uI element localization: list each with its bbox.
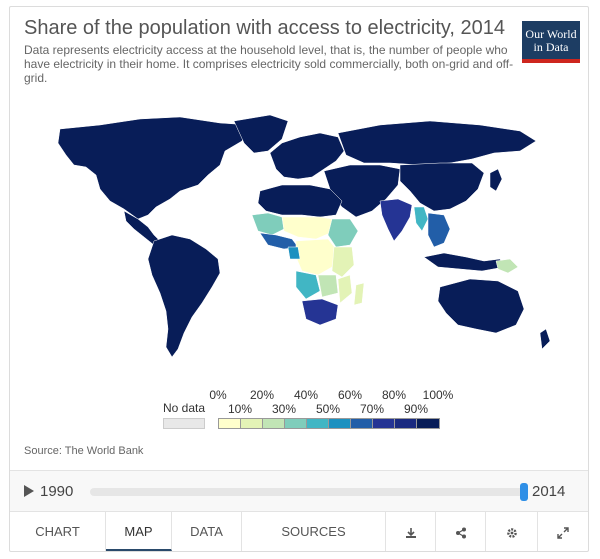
region-australia[interactable]	[437, 278, 525, 334]
legend-label-80: 80%	[381, 388, 407, 402]
region-sahel[interactable]	[281, 216, 333, 240]
region-europe[interactable]	[269, 132, 345, 180]
legend-bin-8	[395, 419, 417, 428]
legend-bin-4	[307, 419, 329, 428]
region-east-asia[interactable]	[399, 162, 485, 212]
region-angola[interactable]	[295, 270, 321, 300]
share-button[interactable]	[436, 512, 486, 551]
legend-bin-1	[241, 419, 263, 428]
legend-bin-3	[285, 419, 307, 428]
gear-icon	[506, 527, 517, 538]
download-icon	[405, 527, 416, 538]
world-map[interactable]	[20, 107, 580, 377]
region-kenya-tanzania[interactable]	[331, 246, 355, 278]
legend-color-bins	[218, 418, 440, 429]
legend-bin-5	[329, 419, 351, 428]
region-india[interactable]	[379, 198, 413, 242]
owid-logo[interactable]: Our World in Data	[522, 21, 580, 63]
chart-title: Share of the population with access to e…	[24, 17, 506, 39]
timeline-end-year: 2014	[532, 483, 566, 500]
legend-label-10: 10%	[227, 402, 253, 416]
tab-bar: CHART MAP DATA SOURCES	[10, 511, 588, 551]
chart-frame: Share of the population with access to e…	[9, 6, 589, 552]
region-central-africa[interactable]	[295, 238, 337, 276]
region-east-africa[interactable]	[327, 218, 359, 248]
expand-button[interactable]	[538, 512, 588, 551]
region-zambia[interactable]	[317, 274, 339, 298]
legend-no-data-swatch	[163, 418, 205, 429]
region-papua-new-guinea[interactable]	[495, 258, 519, 274]
legend-bin-2	[263, 419, 285, 428]
region-myanmar[interactable]	[413, 206, 429, 232]
legend-label-50: 50%	[315, 402, 341, 416]
timeline-track[interactable]	[90, 488, 524, 496]
chart-subtitle: Data represents electricity access at th…	[24, 43, 514, 85]
expand-icon	[557, 526, 569, 539]
legend-label-40: 40%	[293, 388, 319, 402]
legend-bin-9	[417, 419, 439, 428]
share-icon	[455, 527, 466, 539]
timeline-handle[interactable]	[520, 483, 528, 501]
region-mozambique[interactable]	[337, 274, 353, 304]
legend-bin-6	[351, 419, 373, 428]
tab-sources[interactable]: SOURCES	[242, 512, 386, 551]
source-note: Source: The World Bank	[24, 445, 144, 457]
tab-data[interactable]: DATA	[172, 512, 242, 551]
legend-label-100: 100%	[422, 388, 454, 402]
logo-bar	[522, 59, 580, 63]
legend-bin-7	[373, 419, 395, 428]
play-icon[interactable]	[24, 485, 34, 497]
region-west-africa[interactable]	[251, 212, 285, 236]
region-south-america[interactable]	[147, 234, 221, 358]
region-madagascar[interactable]	[353, 282, 365, 306]
legend-bin-0	[219, 419, 241, 428]
region-indonesia[interactable]	[423, 252, 505, 272]
legend-label-60: 60%	[337, 388, 363, 402]
settings-button[interactable]	[486, 512, 538, 551]
tab-map[interactable]: MAP	[106, 512, 172, 551]
region-gabon[interactable]	[287, 246, 301, 260]
download-button[interactable]	[386, 512, 436, 551]
region-greenland[interactable]	[233, 114, 289, 154]
legend-label-70: 70%	[359, 402, 385, 416]
region-north-america[interactable]	[57, 116, 251, 220]
legend-label-0: 0%	[209, 388, 227, 402]
logo-line-1: Our World	[525, 27, 577, 41]
legend-label-30: 30%	[271, 402, 297, 416]
region-guinea-coast[interactable]	[259, 232, 299, 250]
region-southern-africa[interactable]	[301, 298, 339, 326]
region-japan[interactable]	[489, 168, 503, 192]
region-new-zealand[interactable]	[539, 328, 551, 350]
region-russia[interactable]	[337, 120, 537, 166]
divider	[10, 470, 588, 471]
region-north-africa[interactable]	[257, 184, 343, 218]
logo-line-2: in Data	[533, 40, 569, 54]
legend-no-data-label: No data	[163, 401, 206, 415]
legend-label-90: 90%	[403, 402, 429, 416]
timeline-start-year: 1990	[40, 483, 74, 500]
tab-chart[interactable]: CHART	[10, 512, 106, 551]
legend-label-20: 20%	[249, 388, 275, 402]
region-southeast-asia[interactable]	[427, 212, 451, 248]
